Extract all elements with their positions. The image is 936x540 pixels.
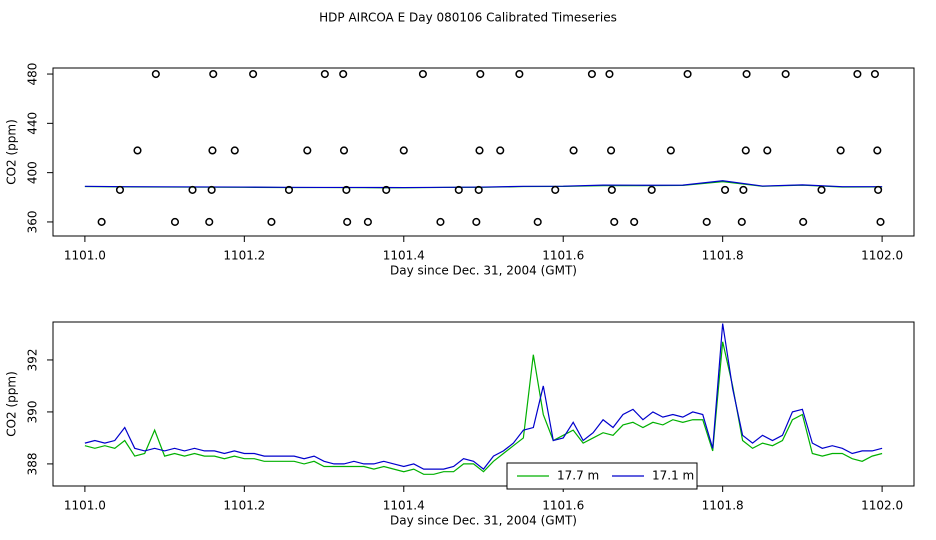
calibration-point: [874, 185, 883, 194]
y-tick-label: 360: [26, 210, 40, 233]
calibration-point: [170, 217, 180, 226]
calibration-point: [742, 69, 751, 79]
calibration-point: [763, 146, 772, 155]
x-tick-label: 1101.6: [542, 249, 584, 263]
calibration-point: [209, 69, 218, 79]
calibration-point: [739, 185, 748, 194]
y-tick-label: 480: [26, 63, 40, 86]
calibration-point: [436, 217, 445, 226]
calibration-point: [133, 146, 142, 155]
y-tick-label: 388: [26, 452, 40, 475]
calibration-point: [284, 185, 294, 194]
calibration-point: [115, 185, 125, 194]
calibration-point: [363, 217, 372, 226]
chart-title: HDP AIRCOA E Day 080106 Calibrated Times…: [319, 11, 617, 25]
calibration-point: [151, 69, 160, 79]
plot-frame: [52, 67, 915, 237]
calibration-point: [399, 146, 408, 155]
calibration-point: [303, 146, 312, 155]
calibration-point: [230, 146, 239, 155]
x-tick-label: 1101.4: [383, 499, 425, 513]
x-tick-label: 1101.2: [223, 499, 265, 513]
calibration-point: [418, 69, 427, 79]
calibration-point: [853, 69, 862, 79]
calibration-point: [339, 146, 349, 155]
calibration-point: [630, 217, 639, 226]
y-tick-label: 390: [26, 400, 40, 423]
calibration-point: [515, 69, 524, 79]
x-tick-label: 1101.0: [64, 249, 106, 263]
calibration-point: [320, 69, 329, 79]
calibration-point: [476, 69, 485, 79]
calibration-point: [876, 217, 885, 226]
x-tick-label: 1101.6: [542, 499, 584, 513]
calibration-point: [267, 217, 276, 226]
calibration-point: [647, 185, 656, 194]
y-tick-label: 440: [26, 112, 40, 135]
calibration-point: [551, 185, 560, 194]
x-tick-label: 1101.8: [702, 499, 744, 513]
x-axis-label: Day since Dec. 31, 2004 (GMT): [390, 264, 577, 278]
series-line: [84, 341, 883, 475]
calibration-point: [342, 185, 351, 194]
legend-label: 17.1 m: [652, 469, 694, 483]
calibration-point: [741, 146, 750, 155]
x-axis-label: Day since Dec. 31, 2004 (GMT): [390, 514, 577, 528]
calibration-point: [702, 217, 711, 226]
series-line: [84, 323, 883, 470]
y-axis-label: CO2 (ppm): [5, 119, 19, 185]
calibration-point: [666, 146, 675, 155]
x-tick-label: 1101.8: [702, 249, 744, 263]
calibration-point: [475, 146, 484, 155]
calibration-point: [721, 185, 730, 194]
calibration-point: [605, 69, 614, 79]
calibration-point: [587, 69, 596, 79]
x-tick-label: 1101.2: [223, 249, 265, 263]
x-tick-label: 1101.4: [383, 249, 425, 263]
calibration-point: [382, 185, 391, 194]
calibration-point: [474, 185, 483, 194]
calibration-point: [817, 185, 826, 194]
calibration-point: [683, 69, 692, 79]
legend-label: 17.7 m: [557, 469, 599, 483]
y-axis-label: CO2 (ppm): [5, 371, 19, 437]
calibration-point: [737, 217, 746, 226]
calibration-point: [339, 69, 348, 79]
calibration-point: [454, 185, 463, 194]
calibration-point: [870, 69, 879, 79]
calibration-point: [208, 146, 217, 155]
y-tick-label: 400: [26, 161, 40, 184]
x-tick-label: 1101.0: [64, 499, 106, 513]
calibration-point: [569, 146, 578, 155]
calibration-point: [249, 69, 258, 79]
plot-frame: [52, 321, 915, 487]
calibration-point: [873, 146, 882, 155]
x-tick-label: 1102.0: [861, 499, 903, 513]
calibration-point: [781, 69, 790, 79]
calibration-point: [205, 217, 214, 226]
calibration-point: [207, 185, 216, 194]
x-tick-label: 1102.0: [861, 249, 903, 263]
calibration-point: [533, 217, 542, 226]
calibration-point: [472, 217, 481, 226]
calibration-point: [607, 146, 616, 155]
calibration-point: [607, 185, 616, 194]
calibration-point: [610, 217, 619, 226]
calibration-point: [188, 185, 197, 194]
calibration-point: [97, 217, 106, 226]
calibration-point: [836, 146, 845, 155]
calibration-point: [496, 146, 505, 155]
calibration-point: [799, 217, 808, 226]
calibration-point: [343, 217, 352, 226]
series-line: [84, 180, 883, 189]
y-tick-label: 392: [26, 348, 40, 371]
